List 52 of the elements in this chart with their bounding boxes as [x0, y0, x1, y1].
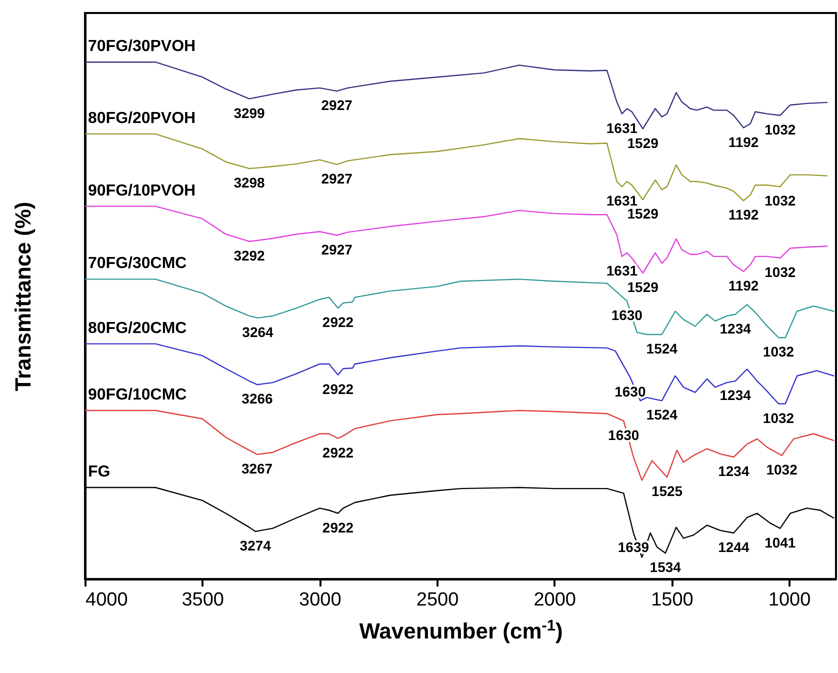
x-axis-title: Wavenumber (cm$^{-1}$) [359, 617, 563, 644]
annotation: 3267 [241, 460, 273, 476]
series-label: 80FG/20PVOH [88, 110, 196, 127]
annotation: 1192 [728, 277, 759, 294]
annotation: 1529 [627, 279, 659, 295]
annotation: 3274 [240, 537, 272, 554]
annotation: 1244 [718, 538, 750, 555]
x-tick-label: 3000 [299, 590, 342, 610]
annotation: 2922 [322, 380, 354, 397]
annotation: 1234 [718, 463, 750, 480]
annotation: 3292 [234, 247, 266, 264]
series-label: FG [88, 464, 110, 481]
annotation: 3299 [234, 104, 266, 121]
x-tick-label: 1000 [768, 590, 811, 610]
annotation: 1525 [651, 483, 683, 500]
x-tick-label: 2500 [416, 590, 459, 610]
annotation: 1192 [728, 206, 759, 223]
annotation: 1534 [650, 559, 682, 576]
annotation: 1032 [762, 410, 794, 426]
annotation: 3298 [234, 174, 266, 191]
annotation: 2922 [322, 519, 354, 536]
annotation: 2927 [321, 170, 353, 186]
annotation: 1234 [720, 387, 752, 404]
annotation: 3264 [242, 324, 274, 340]
series-label: 70FG/30PVOH [88, 38, 196, 56]
annotation: 3266 [242, 390, 274, 407]
x-tick-label: 2000 [534, 590, 576, 610]
x-tick-label: 1500 [651, 590, 694, 610]
annotation: 2927 [321, 241, 353, 258]
annotation: 2922 [322, 444, 354, 460]
series-label: 70FG/30CMC [88, 255, 188, 272]
annotation: 1032 [764, 264, 796, 280]
annotation: 1032 [766, 461, 798, 478]
annotation: 1032 [764, 121, 796, 138]
annotation: 2927 [321, 97, 353, 114]
annotation: 1631 [606, 262, 638, 278]
x-tick-label: 4000 [86, 590, 128, 610]
series-label: 90FG/10PVOH [88, 182, 196, 200]
annotation: 1524 [646, 406, 678, 423]
annotation: 1631 [606, 120, 638, 136]
annotation: 1529 [627, 134, 659, 151]
annotation: 1032 [764, 192, 796, 209]
y-axis-title: Transmittance (%) [10, 202, 36, 392]
annotation: 1041 [764, 534, 796, 550]
annotation: 2922 [322, 314, 354, 330]
annotation: 1234 [720, 320, 752, 336]
series-label: 90FG/10CMC [88, 386, 188, 404]
x-tick-label: 3500 [182, 590, 224, 610]
annotation: 1524 [646, 340, 678, 357]
annotation: 1032 [762, 344, 794, 360]
series-label: 80FG/20CMC [88, 320, 188, 337]
annotation: 1192 [728, 134, 759, 150]
